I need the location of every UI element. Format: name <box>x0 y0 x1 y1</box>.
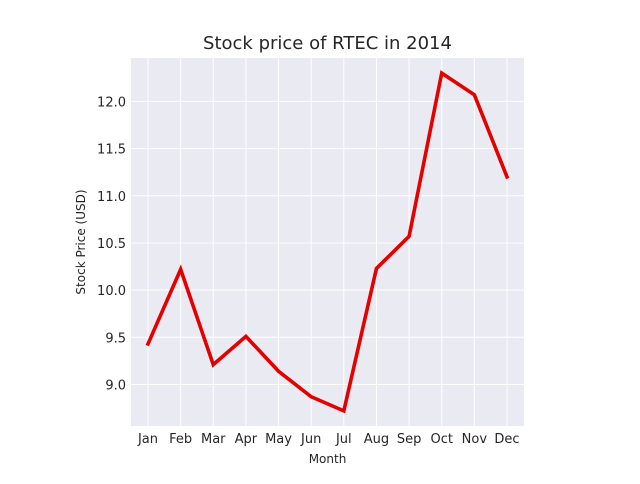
y-tick-label: 10.5 <box>97 237 126 252</box>
y-tick-label: 11.0 <box>97 190 126 205</box>
x-tick-label: May <box>265 432 292 447</box>
x-tick-label: Nov <box>462 432 488 447</box>
x-tick-label: Jun <box>300 432 321 447</box>
y-tick-label: 10.0 <box>97 284 126 299</box>
x-tick-label: Apr <box>235 432 258 447</box>
chart-title: Stock price of RTEC in 2014 <box>203 33 452 54</box>
x-tick-label: Jan <box>137 432 158 447</box>
x-tick-label: Mar <box>201 432 226 447</box>
x-tick-label: Sep <box>397 432 422 447</box>
x-tick-label: Dec <box>494 432 519 447</box>
x-tick-labels: Jan Feb Mar Apr May Jun Jul Aug Sep Oct Nov Dec <box>137 432 520 447</box>
x-tick-label: Feb <box>169 432 192 447</box>
x-tick-label: Jul <box>335 432 352 447</box>
y-tick-label: 9.5 <box>105 331 126 346</box>
x-tick-label: Oct <box>430 432 452 447</box>
plot-area <box>131 58 524 426</box>
y-tick-label: 12.0 <box>97 95 126 110</box>
y-tick-label: 11.5 <box>97 143 126 158</box>
y-tick-labels: 9.0 9.5 10.0 10.5 11.0 11.5 12.0 <box>97 95 126 393</box>
y-tick-label: 9.0 <box>105 378 126 393</box>
y-axis-label: Stock Price (USD) <box>74 189 88 294</box>
x-tick-label: Aug <box>364 432 389 447</box>
x-axis-label: Month <box>309 452 347 466</box>
